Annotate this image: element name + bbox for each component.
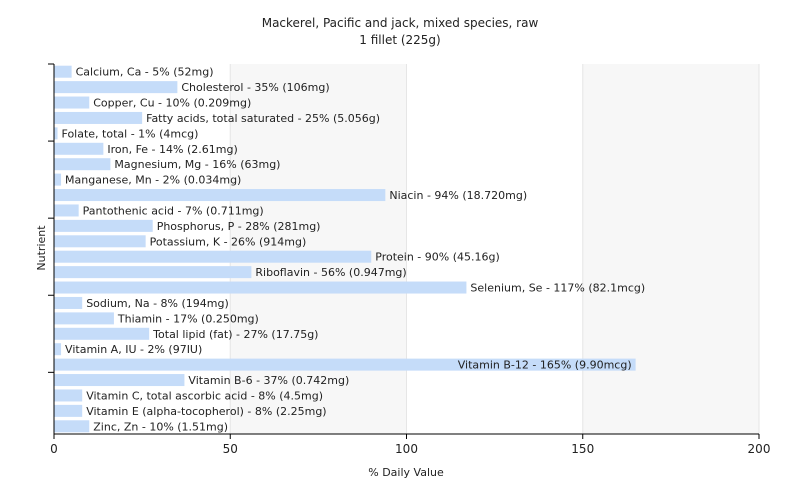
- y-axis-title: Nutrient: [35, 225, 48, 271]
- bar: [54, 127, 58, 140]
- bar-label: Total lipid (fat) - 27% (17.75g): [152, 328, 318, 341]
- bar: [54, 281, 467, 294]
- bar-label: Calcium, Ca - 5% (52mg): [76, 66, 214, 79]
- bar: [54, 266, 252, 279]
- bar-label: Manganese, Mn - 2% (0.034mg): [65, 174, 241, 187]
- bar: [54, 358, 636, 371]
- bar: [54, 296, 83, 309]
- bar-label: Riboflavin - 56% (0.947mg): [255, 266, 406, 279]
- bar: [54, 81, 178, 94]
- grid-band: [406, 64, 583, 434]
- grid-band: [582, 64, 759, 434]
- bar: [54, 250, 372, 263]
- bar-label: Protein - 90% (45.16g): [375, 251, 500, 264]
- bar: [54, 420, 90, 433]
- bar: [54, 65, 72, 78]
- grid: [53, 64, 760, 434]
- bar-label: Cholesterol - 35% (106mg): [181, 81, 329, 94]
- bar-label: Vitamin B-6 - 37% (0.742mg): [188, 374, 349, 387]
- x-tick-label: 100: [395, 442, 418, 456]
- grid-band: [54, 64, 231, 434]
- x-tick-label: 150: [571, 442, 594, 456]
- bar: [54, 96, 90, 109]
- x-tick-label: 200: [748, 442, 771, 456]
- chart-subtitle: 1 fillet (225g): [359, 33, 441, 47]
- bar: [54, 142, 104, 155]
- bar-label: Vitamin C, total ascorbic acid - 8% (4.5…: [86, 389, 323, 402]
- bar: [54, 235, 146, 248]
- chart-title: Mackerel, Pacific and jack, mixed specie…: [261, 16, 539, 30]
- bar-label: Zinc, Zn - 10% (1.51mg): [93, 420, 228, 433]
- bar-label: Copper, Cu - 10% (0.209mg): [93, 97, 251, 110]
- bar-label: Pantothenic acid - 7% (0.711mg): [83, 204, 264, 217]
- bar-label: Niacin - 94% (18.720mg): [389, 189, 527, 202]
- bar-label: Thiamin - 17% (0.250mg): [117, 312, 259, 325]
- bar: [54, 204, 79, 217]
- bar: [54, 327, 150, 340]
- bar-label: Folate, total - 1% (4mcg): [62, 127, 199, 140]
- bar: [54, 219, 153, 232]
- bar-label: Iron, Fe - 14% (2.61mg): [107, 143, 237, 156]
- grid-band: [230, 64, 407, 434]
- bar: [54, 173, 62, 186]
- bar-label: Vitamin A, IU - 2% (97IU): [65, 343, 202, 356]
- bar-label: Sodium, Na - 8% (194mg): [86, 297, 229, 310]
- bar-label: Magnesium, Mg - 16% (63mg): [114, 158, 280, 171]
- bar-label: Phosphorus, P - 28% (281mg): [157, 220, 321, 233]
- bar: [54, 158, 111, 171]
- x-tick-label: 50: [223, 442, 238, 456]
- bar-label: Fatty acids, total saturated - 25% (5.05…: [146, 112, 380, 125]
- bar: [54, 404, 83, 417]
- bar: [54, 374, 185, 387]
- bar: [54, 189, 386, 202]
- bar-label: Potassium, K - 26% (914mg): [150, 235, 307, 248]
- axes: 0 50 100 150 200: [48, 63, 771, 456]
- bar: [54, 312, 114, 325]
- bar: [54, 111, 143, 124]
- bar: [54, 343, 62, 356]
- x-tick-label: 0: [50, 442, 58, 456]
- bar-label: Vitamin E (alpha-tocopherol) - 8% (2.25m…: [86, 405, 326, 418]
- x-axis-title: % Daily Value: [368, 466, 444, 479]
- bar: [54, 389, 83, 402]
- bars: Calcium, Ca - 5% (52mg) Cholesterol - 35%…: [54, 65, 645, 433]
- bar-label: Selenium, Se - 117% (82.1mcg): [470, 282, 645, 295]
- bar-label: Vitamin B-12 - 165% (9.90mcg): [458, 359, 632, 372]
